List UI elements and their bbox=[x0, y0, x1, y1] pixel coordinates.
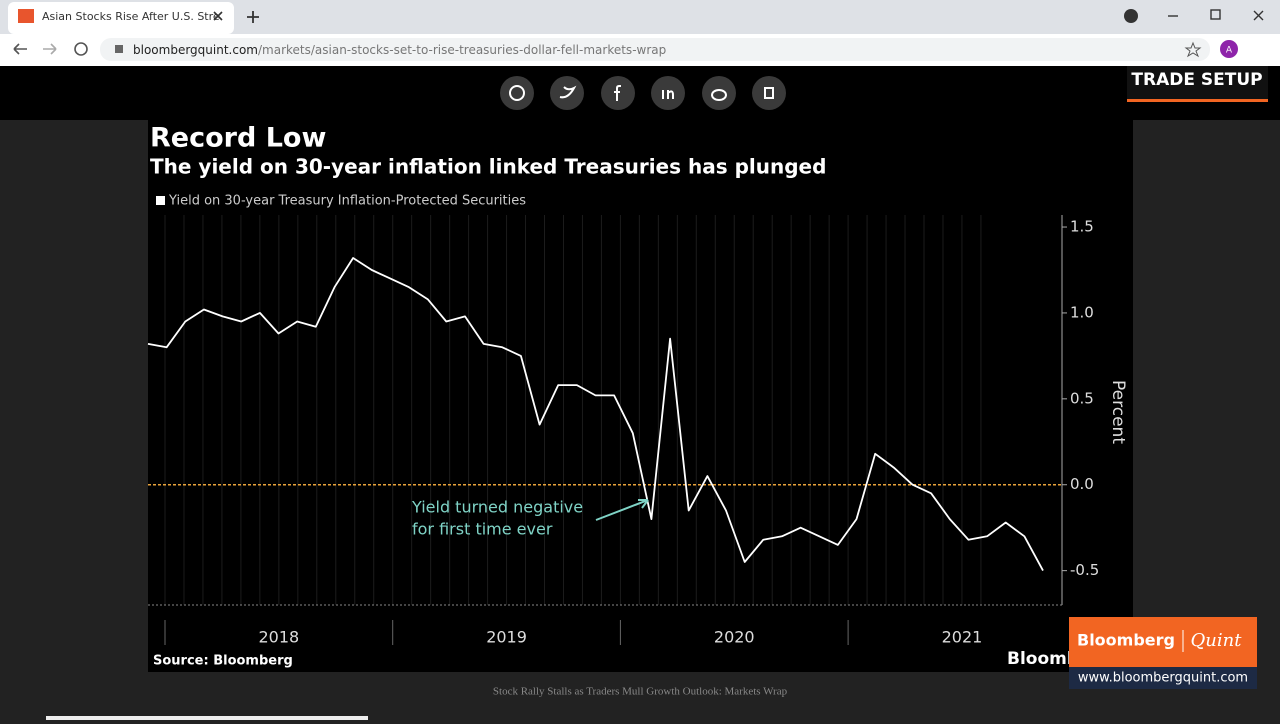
legend-swatch bbox=[156, 196, 165, 205]
url-domain: bloombergquint.com bbox=[133, 43, 258, 57]
tab-close[interactable] bbox=[213, 11, 223, 21]
lock-icon bbox=[115, 45, 123, 53]
back-button[interactable] bbox=[13, 43, 27, 55]
profile[interactable] bbox=[1220, 40, 1238, 58]
tab-title: Asian Stocks Rise After U.S. Stre bbox=[42, 10, 220, 23]
share-bar bbox=[0, 66, 1280, 120]
legend-label: Yield on 30-year Treasury Inflation-Prot… bbox=[168, 194, 526, 209]
x-tick-label: 2019 bbox=[486, 628, 527, 647]
url-path: /markets/asian-stocks-set-to-rise-treasu… bbox=[258, 43, 666, 57]
website: www.bloombergquint.com bbox=[1078, 671, 1248, 686]
chart-subtitle: The yield on 30-year inflation linked Tr… bbox=[150, 155, 826, 179]
chart-title: Record Low bbox=[150, 123, 326, 154]
maximize[interactable] bbox=[1210, 9, 1221, 20]
trade-setup-underline bbox=[1127, 99, 1268, 102]
y-tick-label: 1.0 bbox=[1070, 303, 1094, 321]
x-tick-label: 2021 bbox=[942, 628, 983, 647]
annotation-arrow bbox=[595, 499, 649, 521]
favicon bbox=[18, 9, 34, 23]
data-line bbox=[147, 257, 1044, 572]
copy-link[interactable] bbox=[752, 76, 786, 110]
chart-panel bbox=[148, 120, 1133, 672]
address-bar[interactable] bbox=[100, 38, 1210, 61]
new-tab[interactable] bbox=[247, 11, 259, 23]
plot: 1.5 1.0 0.5 0.0 -0.5 2018 2019 2020 2021 bbox=[147, 215, 1099, 647]
trade-setup-badge bbox=[1127, 66, 1268, 102]
brand-logo bbox=[1069, 617, 1257, 667]
share-icons bbox=[500, 76, 786, 110]
bookmark-star[interactable] bbox=[1184, 41, 1202, 58]
annotation: for first time ever bbox=[412, 520, 553, 539]
share-glyphs bbox=[509, 85, 774, 101]
y-axis-label: Percent bbox=[1108, 380, 1128, 444]
share-whatsapp[interactable] bbox=[500, 76, 534, 110]
share-twitter[interactable] bbox=[550, 76, 584, 110]
forward-button[interactable] bbox=[43, 43, 57, 55]
y-tick-label: 0.5 bbox=[1070, 389, 1094, 407]
trade-setup: TRADE SETUP bbox=[1131, 70, 1262, 90]
source: Source: Bloomberg bbox=[153, 654, 293, 669]
annotation: Yield turned negative bbox=[411, 498, 583, 517]
x-tick-label: 2020 bbox=[714, 628, 755, 647]
x-tick-label: 2018 bbox=[258, 628, 299, 647]
y-tick-label: -0.5 bbox=[1070, 561, 1099, 579]
website-strip bbox=[1069, 667, 1257, 689]
brand-suffix: Quint bbox=[1191, 630, 1243, 651]
url: bloombergquint.com/markets/asian-stocks-… bbox=[133, 43, 666, 57]
close-window[interactable] bbox=[1253, 10, 1264, 21]
reload-button[interactable] bbox=[74, 42, 88, 56]
scroll-indicator bbox=[46, 716, 368, 720]
profile-initial: A bbox=[1226, 46, 1233, 56]
share-reddit[interactable] bbox=[702, 76, 736, 110]
y-tick-label: 1.5 bbox=[1070, 218, 1094, 236]
brand-name: Bloomberg bbox=[1077, 631, 1175, 650]
caption: Stock Rally Stalls as Traders Mull Growt… bbox=[493, 686, 788, 698]
tab[interactable] bbox=[8, 2, 234, 34]
y-tick-label: 0.0 bbox=[1070, 475, 1094, 493]
media-button[interactable] bbox=[1124, 9, 1138, 23]
